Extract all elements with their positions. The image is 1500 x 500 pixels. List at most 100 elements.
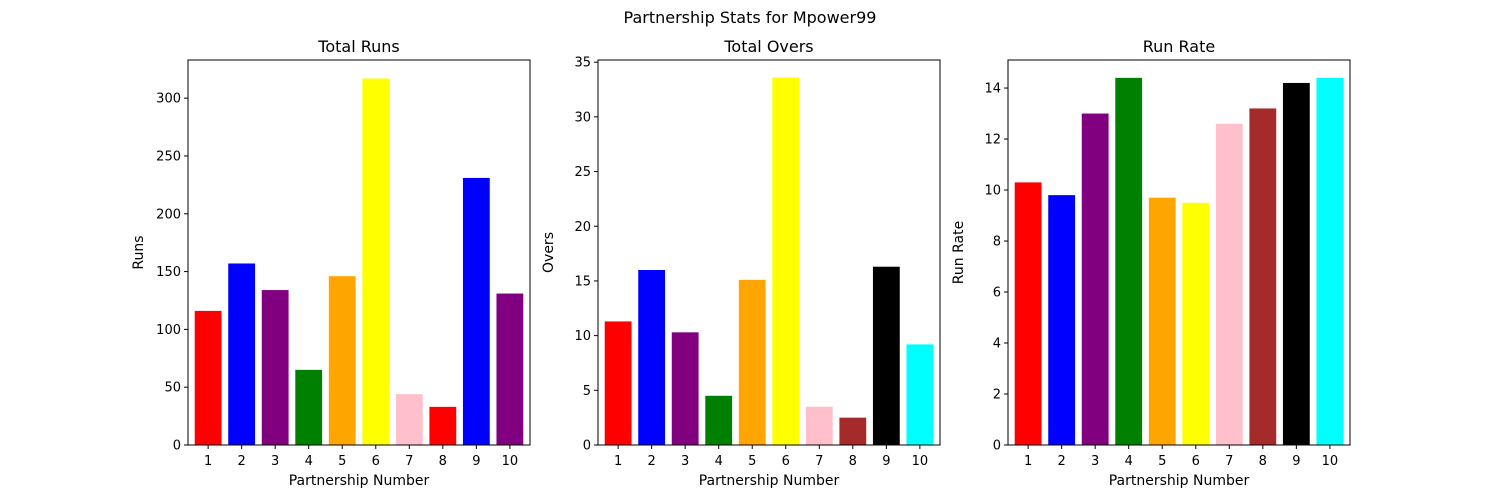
total-overs-ytick-label: 35: [574, 56, 591, 71]
run-rate-xlabel: Partnership Number: [1109, 473, 1250, 489]
run-rate-ytick-label: 2: [993, 388, 1001, 403]
total-overs-xtick-label: 8: [849, 454, 857, 469]
total-overs-ylabel: Overs: [541, 232, 557, 273]
total-runs-bar-4: [295, 369, 323, 445]
total-overs-chart: Total Overs 0 5 10 15 20 25 30 35 1 2 3 4 5 6 7 8 9 10 Part…: [541, 37, 941, 489]
total-runs-bar-5: [328, 276, 356, 445]
total-overs-bar-7: [805, 406, 833, 445]
total-runs-bar-9: [462, 177, 490, 445]
total-overs-title: Total Overs: [723, 37, 813, 56]
run-rate-bar-5: [1148, 197, 1176, 445]
run-rate-ytick-label: 12: [984, 133, 1001, 148]
run-rate-title: Run Rate: [1143, 37, 1215, 56]
total-overs-bar-4: [705, 395, 733, 445]
run-rate-xtick-label: 2: [1058, 454, 1066, 469]
total-runs-ytick-label: 250: [156, 149, 181, 164]
total-runs-ytick-label: 0: [173, 439, 181, 454]
run-rate-ytick-label: 0: [993, 439, 1001, 454]
total-runs-title: Total Runs: [317, 37, 399, 56]
run-rate-bar-1: [1014, 182, 1042, 445]
run-rate-xtick-label: 6: [1192, 454, 1200, 469]
run-rate-ytick-label: 10: [984, 184, 1001, 199]
run-rate-xtick-label: 3: [1091, 454, 1099, 469]
total-overs-xtick-label: 3: [681, 454, 689, 469]
total-overs-ytick-label: 20: [574, 220, 591, 235]
total-runs-bar-10: [496, 293, 524, 445]
total-runs-xtick-label: 3: [271, 454, 279, 469]
run-rate-xtick-label: 7: [1225, 454, 1233, 469]
total-runs-xtick-label: 7: [405, 454, 413, 469]
total-runs-xlabel: Partnership Number: [289, 473, 430, 489]
run-rate-ytick-label: 6: [993, 286, 1001, 301]
run-rate-ylabel: Run Rate: [951, 221, 967, 284]
total-runs-bar-3: [261, 290, 289, 445]
run-rate-bar-9: [1282, 82, 1310, 445]
total-runs-bar-1: [194, 310, 222, 445]
figure-title: Partnership Stats for Mpower99: [624, 8, 877, 27]
total-overs-bar-10: [906, 344, 934, 446]
run-rate-xtick-label: 5: [1158, 454, 1166, 469]
total-overs-ytick-label: 5: [583, 384, 591, 399]
total-overs-xlabel: Partnership Number: [699, 473, 840, 489]
total-overs-axes-frame: [597, 59, 941, 446]
total-runs-ytick-label: 150: [156, 265, 181, 280]
run-rate-xtick-label: 4: [1125, 454, 1133, 469]
run-rate-xtick-label: 8: [1259, 454, 1267, 469]
total-overs-bar-9: [872, 266, 900, 445]
total-overs-bar-5: [738, 279, 766, 445]
run-rate-ytick-label: 8: [993, 235, 1001, 250]
total-overs-xtick-label: 2: [648, 454, 656, 469]
run-rate-xtick-label: 9: [1292, 454, 1300, 469]
total-overs-xtick-label: 9: [882, 454, 890, 469]
total-overs-ytick-label: 0: [583, 439, 591, 454]
run-rate-bar-2: [1048, 195, 1076, 445]
total-overs-xtick-label: 4: [715, 454, 723, 469]
run-rate-bar-7: [1215, 123, 1243, 446]
total-runs-xtick-label: 4: [305, 454, 313, 469]
total-runs-bar-7: [395, 394, 423, 445]
total-overs-xtick-label: 1: [614, 454, 622, 469]
total-runs-xtick-label: 9: [472, 454, 480, 469]
run-rate-xtick-label: 10: [1322, 454, 1339, 469]
total-overs-xtick-label: 6: [782, 454, 790, 469]
run-rate-bar-8: [1249, 108, 1277, 445]
total-runs-xtick-label: 10: [502, 454, 519, 469]
total-runs-xtick-label: 1: [204, 454, 212, 469]
total-runs-chart: Total Runs 0 50 100 150 200 250 300 1 2 3 4 5 6 7 8 9 10 P…: [131, 37, 531, 489]
total-overs-bar-6: [772, 77, 800, 445]
total-overs-xtick-label: 7: [815, 454, 823, 469]
total-overs-ytick-label: 15: [574, 274, 591, 289]
total-runs-bar-2: [228, 263, 256, 445]
total-overs-xtick-label: 5: [748, 454, 756, 469]
total-overs-bar-1: [604, 321, 632, 445]
run-rate-bar-3: [1081, 113, 1109, 445]
total-overs-xtick-label: 10: [912, 454, 929, 469]
run-rate-bar-6: [1182, 202, 1210, 445]
total-runs-axes-frame: [187, 59, 531, 446]
total-overs-bar-2: [638, 270, 666, 445]
run-rate-xtick-label: 1: [1024, 454, 1032, 469]
total-runs-ylabel: Runs: [131, 235, 147, 269]
total-overs-ytick-label: 30: [574, 110, 591, 125]
total-runs-ytick-label: 50: [164, 381, 181, 396]
total-runs-bar-6: [362, 78, 390, 445]
run-rate-ytick-label: 14: [984, 82, 1001, 97]
run-rate-ytick-label: 4: [993, 337, 1001, 352]
total-runs-xtick-label: 2: [238, 454, 246, 469]
total-overs-ytick-label: 10: [574, 329, 591, 344]
total-overs-ytick-label: 25: [574, 165, 591, 180]
run-rate-axes-frame: [1007, 59, 1351, 446]
total-overs-bar-8: [839, 417, 867, 445]
run-rate-bar-4: [1115, 77, 1143, 445]
total-runs-ytick-label: 100: [156, 323, 181, 338]
total-runs-ytick-label: 200: [156, 207, 181, 222]
total-runs-ytick-label: 300: [156, 92, 181, 107]
total-runs-bar-8: [429, 406, 457, 445]
total-runs-xtick-label: 5: [338, 454, 346, 469]
total-runs-xtick-label: 8: [439, 454, 447, 469]
total-overs-bar-3: [671, 332, 699, 445]
total-runs-xtick-label: 6: [372, 454, 380, 469]
